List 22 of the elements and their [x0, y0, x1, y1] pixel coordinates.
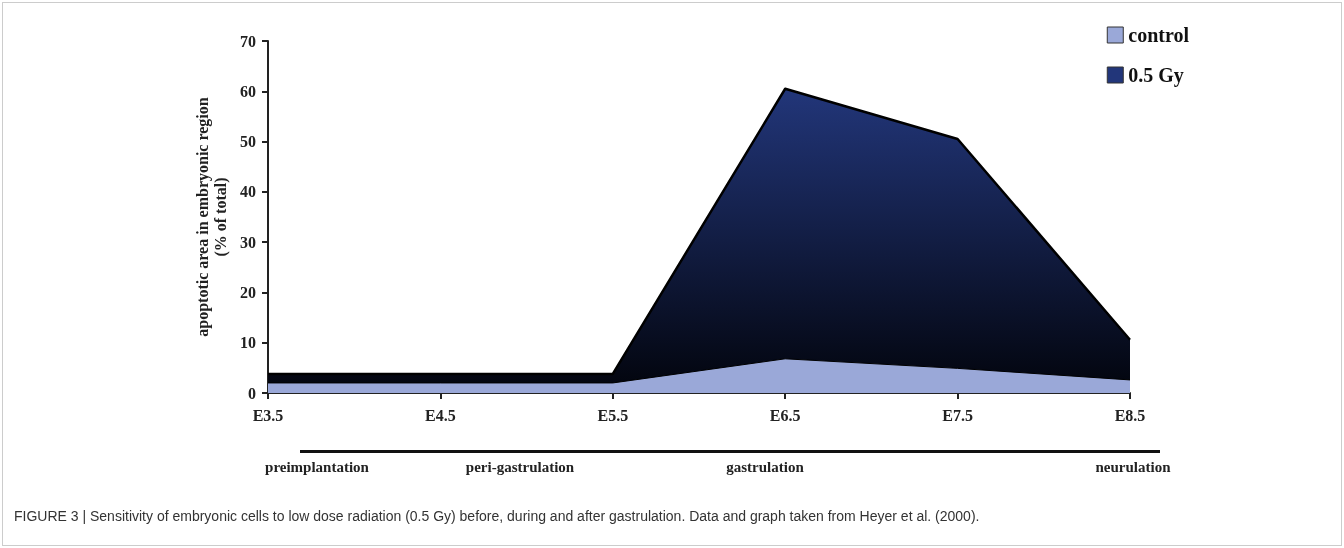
x-tick-label: E7.5 — [942, 406, 973, 424]
y-tick-label: 50 — [240, 133, 256, 151]
x-tick-label: E4.5 — [425, 406, 456, 424]
x-tick-label: E6.5 — [769, 406, 801, 424]
y-tick-label: 20 — [240, 283, 256, 301]
text: preimplantation — [265, 459, 369, 476]
legend-label: 0.5 Gy — [1128, 64, 1184, 87]
text: peri-gastrulation — [465, 459, 575, 476]
y-axis-title: apoptotic area in embryonic region (% of total) — [193, 97, 230, 337]
y-tick-label: 0 — [248, 384, 256, 402]
y-tick-label: 30 — [240, 233, 256, 251]
y-tick-label: 40 — [240, 183, 256, 201]
y-tick-label: 10 — [240, 334, 256, 352]
legend-label: control — [1128, 24, 1190, 46]
y-tick-label: 60 — [240, 82, 256, 100]
x-tick-label: E3.5 — [252, 406, 284, 424]
x-tick-label: E8.5 — [1114, 406, 1146, 424]
text: neurulation — [1095, 459, 1171, 476]
caption: FIGURE 3 | Sensitivity of embryonic cells to low dose radiation (0.5 Gy) before, during and after gastrulation. Data and graph taken from Heyer et al. (2000). — [14, 508, 980, 524]
x-tick-label: E5.5 — [597, 406, 629, 424]
y-tick-label: 70 — [240, 32, 256, 50]
text: gastrulation — [726, 459, 804, 476]
